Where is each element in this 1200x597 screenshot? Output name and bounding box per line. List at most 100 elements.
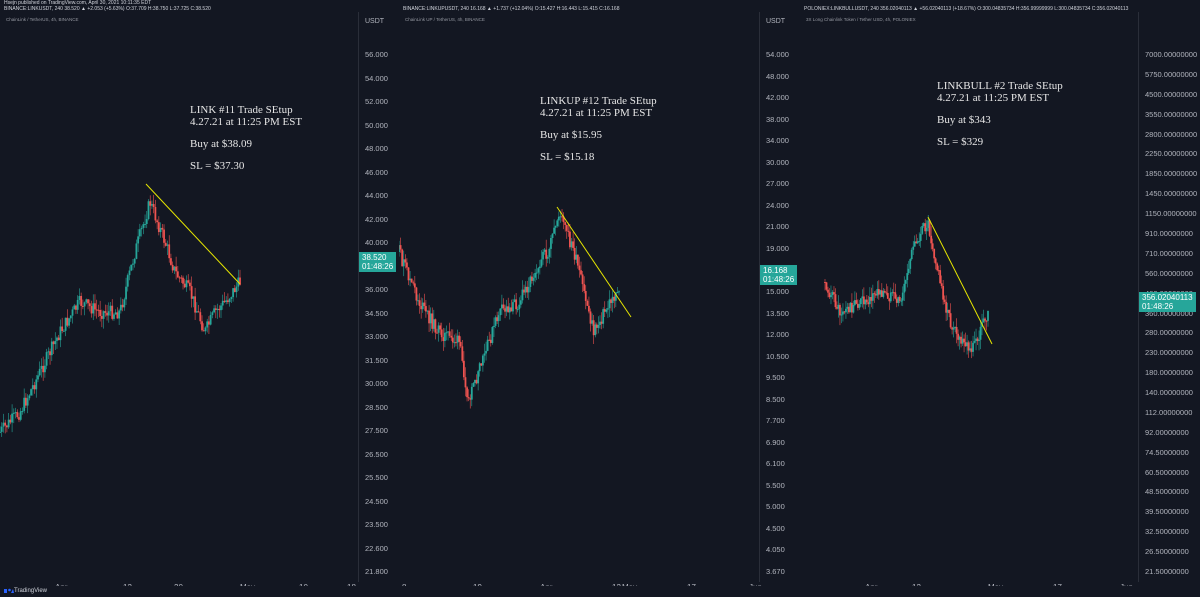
trendline[interactable] bbox=[556, 206, 632, 318]
price-tick: 13.500 bbox=[766, 308, 789, 318]
price-tick: 21.000 bbox=[766, 222, 789, 232]
candle-body bbox=[864, 299, 867, 305]
tradingview-brand[interactable]: TradingView bbox=[14, 588, 48, 594]
trendline[interactable] bbox=[145, 183, 241, 285]
candlestick-plot[interactable] bbox=[0, 12, 358, 582]
candle-body bbox=[553, 227, 556, 234]
note-title: LINKUP #12 Trade SEtup bbox=[540, 95, 657, 107]
candle-body bbox=[546, 256, 549, 259]
candle-body bbox=[512, 302, 514, 312]
candlestick-plot[interactable] bbox=[800, 12, 1138, 582]
candle-body bbox=[95, 309, 98, 311]
chart-panel-link[interactable]: BINANCE:LINKUSDT, 240 38.520 ▲ +2.053 (+… bbox=[0, 6, 399, 592]
candle-body bbox=[594, 324, 597, 336]
candle-body bbox=[109, 305, 112, 312]
chart-panel-linkup[interactable]: BINANCE:LINKUPUSDT, 240 16.168 ▲ +1.737 … bbox=[399, 6, 800, 592]
note-buy: Buy at $343 bbox=[937, 114, 991, 126]
candle-body bbox=[868, 297, 871, 305]
candle-body bbox=[874, 294, 877, 296]
price-tick: 1150.00000000 bbox=[1145, 209, 1197, 219]
bar-countdown: 01:48:26 bbox=[362, 262, 394, 271]
price-tick: 28.500 bbox=[365, 402, 388, 412]
candle-body bbox=[592, 320, 595, 336]
candle-body bbox=[233, 288, 236, 293]
candlestick-plot[interactable] bbox=[399, 12, 759, 582]
candle-body bbox=[464, 377, 467, 388]
candle-body bbox=[443, 332, 446, 342]
price-axis[interactable]: USDT 56.000 54.000 52.000 50.000 48.000 46.00… bbox=[358, 12, 399, 582]
candle-body bbox=[848, 306, 850, 313]
tradingview-logo-icon bbox=[4, 588, 14, 593]
candle-body bbox=[562, 216, 565, 223]
price-axis[interactable]: 7000.00000000 5750.00000000 4500.00000000 3… bbox=[1138, 12, 1200, 582]
candle-body bbox=[901, 292, 904, 301]
candle-body bbox=[900, 300, 903, 302]
candle-body bbox=[7, 419, 10, 428]
candle-body bbox=[515, 299, 518, 310]
candle-body bbox=[171, 264, 174, 271]
candle-body bbox=[540, 259, 543, 267]
candle-body bbox=[578, 265, 581, 271]
candle-body bbox=[889, 292, 892, 302]
candle-body bbox=[228, 299, 231, 303]
candle-body bbox=[494, 317, 497, 326]
price-tick: 4500.00000000 bbox=[1145, 89, 1198, 99]
ohlc-label: 38.520 ▲ +2.053 (+5.63%) O:37.709 H:38.7… bbox=[64, 6, 211, 12]
candle-body bbox=[404, 259, 407, 263]
price-tick: 60.50000000 bbox=[1145, 467, 1189, 477]
price-tick: 42.000 bbox=[766, 93, 789, 103]
candle-body bbox=[431, 313, 434, 329]
candle-body bbox=[945, 301, 948, 313]
candle-body bbox=[916, 241, 919, 244]
candle-body bbox=[886, 293, 889, 299]
candle-body bbox=[861, 296, 864, 299]
candle-body bbox=[426, 310, 429, 312]
candle-body bbox=[214, 308, 217, 310]
price-tick: 1450.00000000 bbox=[1145, 189, 1198, 199]
candle-body bbox=[111, 305, 114, 319]
chart-panel-linkbull[interactable]: POLONIEX:LINKBULLUSDT, 240 356.02040113 … bbox=[800, 6, 1200, 592]
ohlc-label: 16.168 ▲ +1.737 (+12.04%) O:15.427 H:16.… bbox=[470, 6, 620, 12]
trendline[interactable] bbox=[927, 216, 993, 345]
candle-body bbox=[37, 375, 39, 380]
candle-body bbox=[535, 272, 538, 274]
candle-body bbox=[130, 264, 133, 271]
price-tick: 44.000 bbox=[365, 191, 388, 200]
candle-body bbox=[94, 303, 96, 310]
candle-body bbox=[952, 327, 955, 330]
candle-body bbox=[221, 300, 224, 306]
candle-body bbox=[121, 304, 124, 308]
candle-body bbox=[942, 285, 945, 300]
footer: TradingView bbox=[0, 586, 1200, 597]
candle-body bbox=[925, 227, 928, 232]
candle-body bbox=[499, 308, 502, 316]
candle-body bbox=[180, 277, 183, 279]
candle-body bbox=[913, 241, 916, 247]
candle-body bbox=[561, 216, 563, 218]
candle-body bbox=[87, 299, 89, 304]
price-tick: 8.500 bbox=[766, 394, 785, 404]
candle-body bbox=[969, 348, 971, 351]
price-tick: 10.500 bbox=[766, 351, 789, 361]
candle-body bbox=[537, 268, 540, 273]
candle-body bbox=[488, 339, 491, 341]
candle-body bbox=[879, 290, 882, 295]
candle-body bbox=[211, 312, 214, 315]
candle-body bbox=[580, 270, 582, 275]
candle-body bbox=[607, 308, 609, 310]
candle-body bbox=[154, 207, 157, 221]
candle-body bbox=[462, 360, 465, 378]
price-axis[interactable]: USDT 54.000 48.000 42.000 38.000 34.000 30.00… bbox=[759, 12, 800, 582]
price-tick: 23.500 bbox=[365, 520, 388, 529]
candle-body bbox=[508, 307, 511, 313]
candle-body bbox=[12, 412, 15, 414]
candle-body bbox=[23, 397, 26, 411]
candle-body bbox=[164, 242, 167, 246]
candle-body bbox=[156, 220, 159, 223]
candle-body bbox=[11, 413, 13, 423]
last-price-badge: 16.168 01:48:26 bbox=[760, 265, 798, 285]
candle-body bbox=[28, 395, 31, 399]
candle-body bbox=[583, 284, 586, 291]
candle-body bbox=[9, 419, 12, 423]
candle-body bbox=[208, 321, 210, 325]
